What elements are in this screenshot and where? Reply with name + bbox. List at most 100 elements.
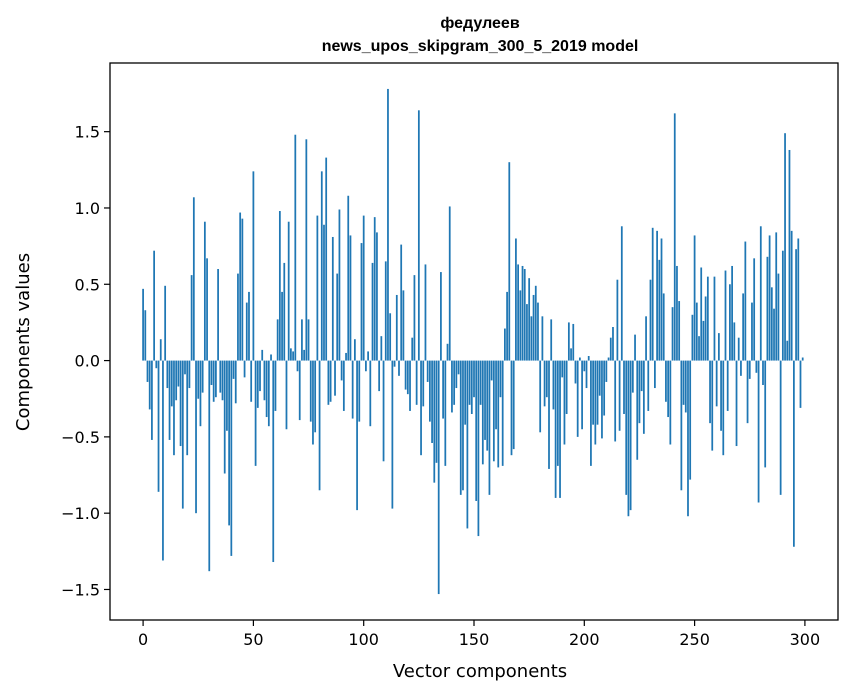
bar-106 — [376, 232, 378, 361]
chart-title-line2: news_upos_skipgram_300_5_2019 model — [322, 38, 639, 55]
y-tick-label: 0.0 — [75, 352, 100, 371]
bar-284 — [768, 235, 771, 361]
bar-41 — [232, 360, 235, 379]
bar-264 — [724, 270, 727, 361]
bar-43 — [237, 273, 239, 361]
bar-177 — [532, 294, 535, 361]
bar-173 — [523, 269, 526, 361]
bar-250 — [693, 235, 696, 361]
bar-295 — [793, 360, 795, 547]
bar-98 — [358, 360, 361, 422]
bar-212 — [609, 337, 612, 361]
bar-155 — [484, 360, 486, 440]
bar-206 — [596, 360, 599, 425]
bar-272 — [742, 293, 745, 361]
bar-182 — [543, 360, 546, 407]
bar-13 — [170, 360, 173, 407]
bar-235 — [660, 238, 663, 361]
bar-241 — [673, 113, 676, 361]
bar-0 — [142, 288, 144, 361]
bar-84 — [327, 360, 330, 405]
bar-203 — [590, 360, 592, 466]
bar-14 — [173, 360, 175, 456]
bar-268 — [733, 322, 736, 361]
bar-211 — [607, 357, 610, 361]
y-axis-ticks: −1.5 −1.0 −0.5 0.0 0.5 1.0 1.5 — [61, 123, 110, 599]
y-tick-label: −0.5 — [61, 428, 100, 447]
bar-288 — [777, 273, 780, 361]
bar-217 — [620, 226, 623, 361]
bar-167 — [510, 360, 513, 456]
bar-279 — [757, 360, 760, 503]
bar-289 — [779, 360, 782, 495]
bar-79 — [316, 215, 319, 361]
bar-243 — [678, 301, 681, 361]
bar-265 — [726, 360, 729, 411]
bar-185 — [550, 319, 553, 361]
bar-239 — [669, 360, 672, 445]
bar-276 — [751, 302, 753, 361]
bar-244 — [680, 360, 683, 491]
bar-36 — [221, 360, 224, 401]
bar-62 — [278, 211, 281, 361]
bar-88 — [336, 273, 339, 361]
bar-58 — [270, 354, 272, 361]
bar-273 — [744, 241, 747, 361]
y-tick-label: 0.5 — [75, 275, 100, 294]
bar-93 — [347, 195, 350, 361]
bar-81 — [320, 171, 323, 361]
bar-44 — [239, 212, 242, 361]
bar-140 — [451, 360, 453, 413]
bar-19 — [184, 360, 186, 375]
bar-21 — [188, 360, 191, 389]
bar-216 — [618, 360, 621, 431]
bar-278 — [755, 360, 758, 373]
bar-39 — [228, 360, 230, 526]
bar-240 — [671, 307, 674, 361]
bar-90 — [340, 360, 343, 381]
bar-149 — [470, 360, 473, 414]
bar-160 — [495, 360, 497, 430]
bar-75 — [307, 319, 310, 361]
bar-52 — [256, 360, 259, 408]
bar-260 — [715, 360, 718, 407]
bar-49 — [250, 360, 253, 402]
bar-103 — [369, 360, 372, 427]
bar-80 — [318, 360, 321, 491]
bar-225 — [638, 360, 641, 424]
bar-138 — [446, 343, 449, 361]
bar-40 — [230, 360, 233, 556]
bar-10 — [164, 285, 167, 361]
bar-147 — [466, 360, 469, 529]
x-tick-label: 50 — [243, 630, 263, 649]
bar-154 — [481, 360, 484, 465]
bar-148 — [468, 360, 471, 405]
bar-68 — [292, 351, 294, 361]
bar-145 — [462, 360, 464, 491]
bar-238 — [667, 360, 670, 418]
bar-15 — [175, 360, 178, 401]
bar-157 — [488, 360, 491, 495]
bar-297 — [797, 238, 800, 361]
bar-26 — [199, 360, 202, 427]
bar-66 — [287, 221, 290, 361]
bar-247 — [687, 360, 689, 517]
bar-51 — [254, 360, 257, 466]
bar-4 — [151, 360, 153, 440]
bar-220 — [627, 360, 630, 517]
bar-246 — [684, 360, 687, 413]
bar-59 — [272, 360, 275, 563]
bar-64 — [283, 262, 286, 361]
bar-69 — [294, 134, 297, 361]
bar-85 — [329, 360, 332, 402]
bar-132 — [433, 360, 436, 483]
bar-171 — [519, 290, 522, 361]
bar-31 — [210, 360, 213, 385]
bar-125 — [417, 110, 420, 361]
bar-271 — [740, 360, 742, 376]
bar-259 — [713, 276, 716, 361]
bar-299 — [801, 357, 804, 361]
bar-269 — [735, 360, 738, 447]
